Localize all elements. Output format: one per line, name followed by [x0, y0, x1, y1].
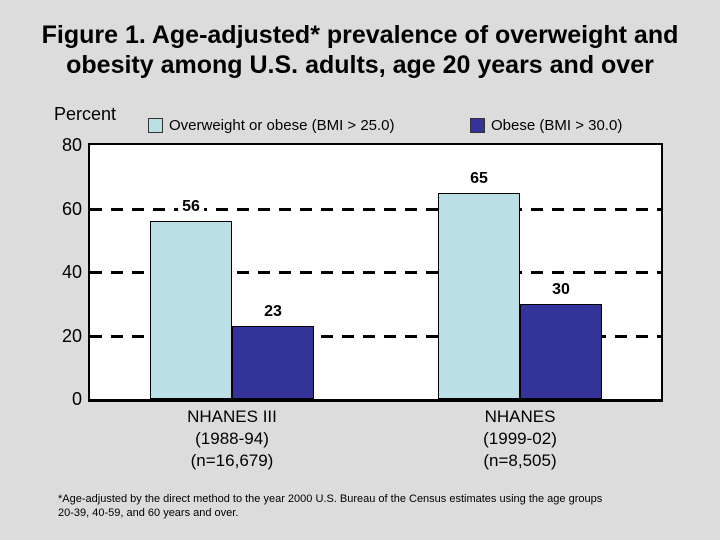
x-category-label-group1: NHANES III (1988-94) (n=16,679)	[112, 406, 352, 472]
chart-title: Figure 1. Age-adjusted* prevalence of ov…	[0, 20, 720, 80]
gridline	[90, 207, 661, 211]
x-category-label-line: (n=16,679)	[190, 451, 274, 470]
x-category-label-line: (n=8,505)	[483, 451, 557, 470]
y-axis-title: Percent	[54, 104, 117, 124]
y-tick-label: 80	[61, 135, 82, 155]
legend-label-obese: Obese (BMI > 30.0)	[491, 116, 623, 134]
legend-item-overweight: Overweight or obese (BMI > 25.0)	[148, 116, 395, 134]
bar-obese-group1	[232, 326, 314, 399]
legend-label-overweight: Overweight or obese (BMI > 25.0)	[169, 116, 395, 134]
x-category-label-line: (1988-94)	[195, 429, 269, 448]
footnote-line2: 20-39, 40-59, and 60 years and over.	[58, 507, 239, 519]
plot-area: 56 23 65 30	[88, 143, 663, 402]
chart-title-line1: Figure 1. Age-adjusted* prevalence of ov…	[41, 21, 679, 49]
footnote: *Age-adjusted by the direct method to th…	[58, 492, 708, 520]
chart-title-line2: obesity among U.S. adults, age 20 years …	[66, 51, 654, 79]
bar-value-label: 56	[178, 198, 204, 216]
x-category-label-line: NHANES III	[187, 407, 277, 426]
gridline	[90, 271, 661, 274]
y-tick-label: 40	[61, 262, 82, 282]
legend-swatch-obese	[470, 117, 485, 133]
y-tick-label: 0	[71, 389, 82, 409]
x-category-label-line: (1999-02)	[483, 429, 557, 448]
y-tick-label: 20	[61, 325, 82, 346]
x-category-label-line: NHANES	[484, 407, 556, 426]
bar-value-label: 65	[466, 170, 492, 188]
legend-swatch-overweight	[148, 117, 163, 133]
gridline	[90, 334, 661, 338]
bar-obese-group2	[520, 304, 602, 399]
bar-value-label: 30	[548, 281, 574, 299]
footnote-line1: *Age-adjusted by the direct method to th…	[58, 493, 603, 505]
bar-value-label: 23	[260, 303, 286, 321]
y-tick-label: 60	[61, 198, 82, 219]
legend-item-obese: Obese (BMI > 30.0)	[470, 116, 622, 134]
x-category-label-group2: NHANES (1999-02) (n=8,505)	[400, 406, 640, 472]
bar-overweight-group1	[150, 221, 232, 399]
plot-inner: 56 23 65 30	[90, 145, 661, 399]
bar-overweight-group2	[438, 193, 520, 399]
